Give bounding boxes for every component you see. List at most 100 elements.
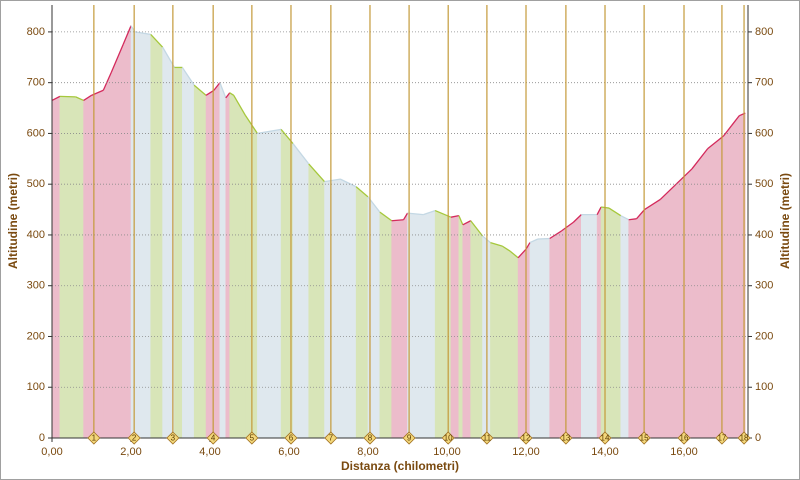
y-tick-label: 300 bbox=[27, 280, 45, 292]
km-marker-label: 11 bbox=[483, 434, 492, 443]
profile-fill bbox=[355, 186, 369, 439]
km-marker-label: 5 bbox=[250, 434, 255, 443]
x-tick-label: 12,00 bbox=[512, 446, 540, 458]
y-tick-label: 700 bbox=[27, 77, 45, 89]
profile-line bbox=[340, 178, 357, 188]
km-marker-icon bbox=[245, 431, 259, 445]
profile-line bbox=[490, 241, 503, 247]
km-marker-label: 10 bbox=[444, 434, 453, 443]
profile-line bbox=[379, 211, 393, 222]
x-tick-label: 10,00 bbox=[433, 446, 461, 458]
km-marker-icon bbox=[737, 431, 751, 445]
profile-fill bbox=[620, 215, 630, 439]
profile-fill bbox=[340, 178, 357, 439]
profile-line bbox=[529, 238, 539, 244]
profile-fill bbox=[529, 238, 539, 439]
y2-tick-label: 800 bbox=[755, 26, 773, 38]
x-tick-label: 8,00 bbox=[357, 446, 378, 458]
profile-line bbox=[561, 221, 574, 232]
profile-fill bbox=[225, 91, 231, 439]
profile-line bbox=[450, 215, 459, 218]
x-tick-label: 14,00 bbox=[591, 446, 619, 458]
profile-line bbox=[402, 212, 409, 221]
km-marker-icon bbox=[637, 431, 651, 445]
profile-fill bbox=[229, 92, 235, 439]
y-tick-label: 200 bbox=[27, 330, 45, 342]
profile-line bbox=[462, 220, 472, 226]
km-marker-icon bbox=[206, 431, 220, 445]
km-marker-icon bbox=[324, 431, 338, 445]
profile-line bbox=[122, 25, 132, 45]
km-marker-label: 2 bbox=[132, 434, 137, 443]
profile-line bbox=[549, 230, 562, 240]
profile-line bbox=[219, 82, 227, 99]
x-axis-title: Distanza (chilometri) bbox=[341, 459, 459, 473]
profile-fill bbox=[292, 142, 310, 439]
profile-fill bbox=[537, 238, 551, 439]
profile-line bbox=[628, 218, 637, 221]
profile-fill bbox=[517, 248, 527, 439]
km-marker-icon bbox=[519, 431, 533, 445]
profile-line bbox=[110, 44, 124, 73]
profile-line bbox=[596, 206, 602, 215]
profile-fill bbox=[458, 215, 464, 439]
y2-tick-label: 500 bbox=[755, 178, 773, 190]
profile-fill bbox=[233, 94, 246, 439]
profile-fill bbox=[75, 96, 84, 439]
km-marker-label: 3 bbox=[171, 434, 176, 443]
profile-fill bbox=[423, 210, 436, 439]
y-tick-label: 600 bbox=[27, 127, 45, 139]
km-marker-label: 12 bbox=[522, 434, 531, 443]
profile-line bbox=[659, 183, 677, 200]
km-marker-label: 17 bbox=[717, 434, 726, 443]
km-marker-label: 13 bbox=[561, 434, 570, 443]
profile-fill bbox=[174, 67, 183, 439]
profile-fill bbox=[561, 221, 574, 439]
profile-line bbox=[608, 207, 622, 217]
profile-line bbox=[707, 135, 724, 150]
profile-line bbox=[181, 67, 195, 86]
profile-fill bbox=[608, 207, 622, 439]
profile-line bbox=[509, 250, 519, 259]
profile-fill bbox=[324, 178, 341, 439]
profile-fill bbox=[407, 212, 424, 439]
km-marker-label: 4 bbox=[211, 434, 216, 443]
profile-fill bbox=[723, 124, 732, 439]
profile-fill bbox=[581, 214, 598, 439]
profile-fill bbox=[103, 72, 112, 439]
profile-line bbox=[308, 163, 326, 183]
profile-line bbox=[391, 219, 404, 222]
km-marker-icon bbox=[127, 431, 141, 445]
profile-line bbox=[83, 94, 92, 101]
profile-line bbox=[225, 92, 231, 99]
y2-tick-label: 200 bbox=[755, 330, 773, 342]
y2-tick-label: 300 bbox=[755, 280, 773, 292]
profile-line bbox=[292, 143, 310, 165]
profile-line bbox=[213, 82, 221, 91]
km-marker-icon bbox=[715, 431, 729, 445]
km-marker-label: 15 bbox=[640, 434, 649, 443]
y2-tick-label: 100 bbox=[755, 381, 773, 393]
km-marker-icon bbox=[402, 431, 416, 445]
km-marker-icon bbox=[166, 431, 180, 445]
profile-line bbox=[324, 178, 341, 183]
profile-line bbox=[423, 209, 436, 216]
km-marker-icon bbox=[598, 431, 612, 445]
profile-fill bbox=[660, 183, 677, 439]
profile-line bbox=[355, 186, 369, 198]
y-tick-label: 400 bbox=[27, 229, 45, 241]
profile-fill bbox=[450, 215, 460, 439]
profile-fill bbox=[731, 114, 740, 439]
profile-line bbox=[193, 84, 207, 96]
profile-fill bbox=[110, 44, 124, 439]
profile-line bbox=[233, 95, 247, 116]
profile-fill bbox=[150, 33, 163, 439]
profile-fill bbox=[59, 96, 77, 439]
profile-fill bbox=[470, 219, 483, 439]
profile-fill bbox=[122, 25, 132, 439]
profile-fill bbox=[219, 82, 227, 439]
profile-line bbox=[644, 198, 661, 211]
profile-line bbox=[150, 33, 164, 48]
profile-line bbox=[730, 115, 740, 127]
